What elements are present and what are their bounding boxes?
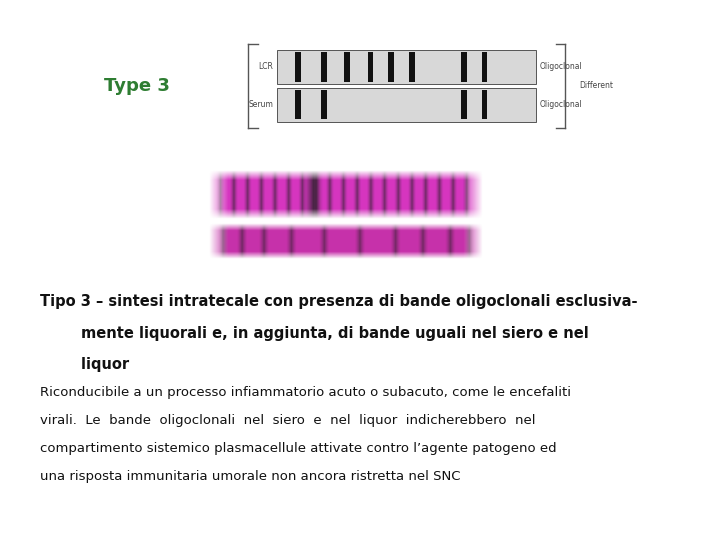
Text: Different: Different — [580, 82, 613, 90]
Text: liquor: liquor — [40, 357, 129, 372]
Bar — [277, 88, 536, 122]
Bar — [482, 52, 487, 82]
Text: virali.  Le  bande  oligoclonali  nel  siero  e  nel  liquor  indicherebbero  ne: virali. Le bande oligoclonali nel siero … — [40, 414, 535, 427]
Text: Serum: Serum — [248, 100, 274, 109]
Text: Type 3: Type 3 — [104, 77, 170, 95]
Text: Oligoclonal: Oligoclonal — [540, 100, 582, 109]
Bar — [368, 52, 374, 82]
Bar — [295, 90, 301, 119]
Bar — [321, 90, 327, 119]
Bar — [461, 52, 467, 82]
Bar — [344, 52, 350, 82]
Text: Oligoclonal: Oligoclonal — [540, 63, 582, 71]
Text: Riconducibile a un processo infiammatorio acuto o subacuto, come le encefaliti: Riconducibile a un processo infiammatori… — [40, 386, 571, 399]
Bar — [321, 52, 327, 82]
Text: una risposta immunitaria umorale non ancora ristretta nel SNC: una risposta immunitaria umorale non anc… — [40, 470, 460, 483]
Text: LCR: LCR — [258, 63, 274, 71]
Bar — [295, 52, 301, 82]
Bar — [461, 90, 467, 119]
Bar — [409, 52, 415, 82]
Bar — [388, 52, 394, 82]
Bar — [482, 90, 487, 119]
Bar — [277, 50, 536, 84]
Text: mente liquorali e, in aggiunta, di bande uguali nel siero e nel: mente liquorali e, in aggiunta, di bande… — [40, 326, 588, 341]
Text: compartimento sistemico plasmacellule attivate contro l’agente patogeno ed: compartimento sistemico plasmacellule at… — [40, 442, 557, 455]
Text: Tipo 3 – sintesi intratecale con presenza di bande oligoclonali esclusiva-: Tipo 3 – sintesi intratecale con presenz… — [40, 294, 637, 309]
